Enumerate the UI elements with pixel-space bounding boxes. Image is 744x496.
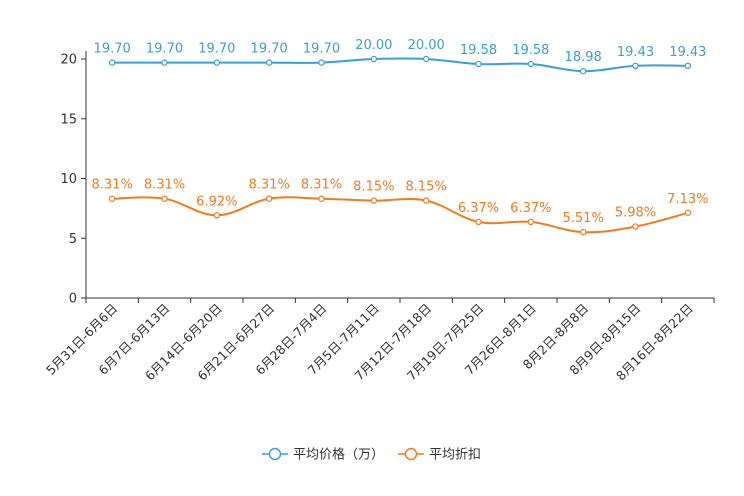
series-line (112, 196, 689, 234)
legend-swatch-icon (404, 447, 418, 461)
data-point (265, 195, 273, 202)
y-tick-label: 0 (69, 292, 77, 307)
data-point (108, 195, 116, 202)
legend: 平均价格（万） 平均折扣 (262, 447, 481, 463)
data-point (370, 197, 378, 204)
data-point (161, 59, 168, 66)
legend-label: 平均折扣 (429, 448, 481, 463)
data-label: 19.43 (669, 45, 706, 60)
legend-item-0: 平均价格（万） (262, 447, 384, 463)
data-label: 19.58 (460, 43, 497, 58)
legend-item-1: 平均折扣 (398, 448, 481, 463)
y-tick-label: 15 (60, 112, 77, 127)
y-tick-label: 10 (60, 172, 77, 187)
data-label: 6.37% (510, 201, 551, 216)
data-label: 19.70 (303, 42, 340, 57)
data-point (422, 197, 430, 204)
data-point (213, 212, 221, 219)
data-point (370, 55, 378, 63)
data-point (632, 223, 639, 230)
data-label: 8.31% (92, 178, 133, 193)
data-label: 8.31% (144, 178, 185, 193)
data-label: 19.43 (617, 45, 654, 60)
data-label: 20.00 (408, 38, 445, 53)
legend-label: 平均价格（万） (293, 447, 384, 463)
legend-swatch-icon (268, 447, 282, 461)
data-label: 19.70 (94, 42, 131, 57)
data-point (213, 59, 221, 66)
axes: 051015205月31日-6月6日6月7日-6月13日6月14日-6月20日6… (43, 51, 715, 383)
data-label: 19.70 (198, 42, 235, 57)
y-tick-label: 5 (69, 232, 77, 247)
data-label: 19.58 (512, 43, 549, 58)
data-label: 8.31% (249, 178, 290, 193)
data-label: 6.37% (458, 201, 499, 216)
data-point (108, 59, 116, 66)
data-label: 6.92% (196, 194, 237, 209)
data-point (265, 59, 273, 66)
data-point (684, 62, 692, 70)
data-point (475, 218, 482, 226)
data-point (632, 62, 639, 70)
data-label: 18.98 (565, 50, 602, 65)
data-point (579, 67, 587, 75)
series-1: 8.31% 8.31% 6.92% 8.31% 8.31% 8.15% 8.15% 6.37%… (92, 178, 708, 236)
series-line (112, 57, 688, 73)
data-label: 8.15% (406, 180, 447, 195)
data-label: 20.00 (355, 38, 392, 53)
data-label: 5.51% (563, 211, 604, 226)
data-label: 5.98% (615, 206, 656, 221)
data-label: 8.15% (353, 180, 394, 195)
data-point (527, 218, 535, 226)
data-point (475, 60, 482, 68)
data-label: 7.13% (667, 192, 708, 207)
data-point (318, 59, 325, 66)
series-layer: 19.70 19.70 19.70 19.70 19.70 20.00 20.00 19.58… (92, 38, 708, 236)
y-tick-label: 20 (60, 53, 77, 68)
data-label: 19.70 (146, 42, 183, 57)
series-0: 19.70 19.70 19.70 19.70 19.70 20.00 20.00 19.58… (94, 38, 706, 75)
data-point (318, 195, 325, 202)
data-point (161, 195, 168, 202)
data-point (422, 55, 430, 63)
data-label: 19.70 (251, 42, 288, 57)
data-point (527, 60, 535, 68)
data-label: 8.31% (301, 178, 342, 193)
data-point (579, 228, 587, 236)
data-point (684, 209, 692, 216)
